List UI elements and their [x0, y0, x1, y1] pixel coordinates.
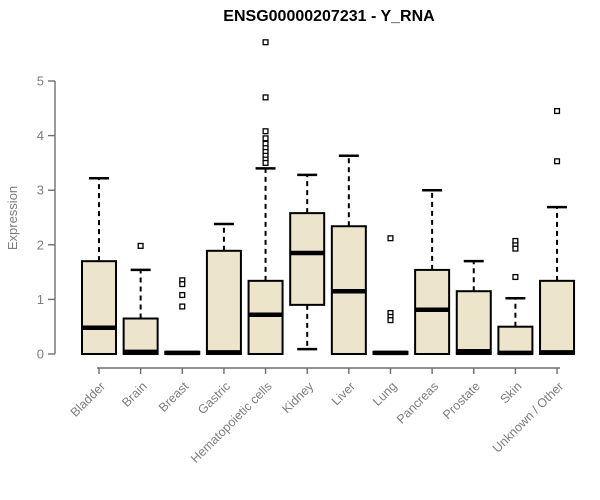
- boxplot-box: [497, 325, 534, 356]
- y-tick-label: 4: [37, 128, 44, 143]
- outlier-point: [262, 39, 269, 46]
- chart-title: ENSG00000207231 - Y_RNA: [223, 8, 435, 25]
- outlier-point: [179, 291, 186, 299]
- y-axis-label: Expression: [5, 186, 20, 250]
- outlier-point: [262, 128, 269, 135]
- outlier-point: [262, 94, 269, 101]
- outlier-point: [553, 158, 561, 165]
- plot-area: 0 1 2 3 4 5 Bladder Brain Breast GastricHematopoi…: [37, 39, 576, 466]
- x-category-label: Lung: [370, 379, 400, 409]
- boxplot-box: [539, 279, 576, 355]
- boxplot-box: [205, 249, 242, 355]
- x-category-label: Hematopoietic cells: [188, 379, 275, 466]
- outlier-point: [387, 235, 394, 242]
- boxplot-box: [289, 212, 326, 306]
- boxplot-box: [81, 260, 117, 355]
- outlier-point: [387, 317, 394, 324]
- outlier-point: [179, 303, 186, 310]
- x-category-label: Prostate: [440, 379, 483, 422]
- y-tick-label: 0: [37, 347, 44, 362]
- x-category-label: Brain: [119, 379, 150, 410]
- outlier-point: [553, 107, 561, 115]
- outlier-point: [262, 159, 269, 166]
- x-category-label: Pancreas: [394, 379, 441, 426]
- boxplot-box: [122, 317, 159, 356]
- boxplot-box: [247, 279, 284, 355]
- outlier-point: [179, 281, 186, 288]
- outlier-point: [512, 273, 519, 281]
- x-category-label: Bladder: [68, 379, 108, 419]
- y-tick-label: 3: [37, 183, 44, 198]
- x-category-label: Liver: [329, 379, 358, 408]
- outlier-point: [137, 242, 144, 249]
- boxplot-box: [455, 290, 492, 355]
- y-tick-label: 1: [37, 292, 44, 307]
- y-tick-label: 2: [37, 237, 44, 252]
- x-category-label: Skin: [497, 379, 524, 406]
- x-category-label: Kidney: [279, 379, 316, 416]
- x-category-label: Gastric: [195, 379, 233, 417]
- x-category-label: Unknown / Other: [490, 379, 566, 455]
- x-category-label: Breast: [156, 379, 192, 415]
- outlier-point: [512, 245, 519, 252]
- y-tick-label: 5: [37, 74, 44, 89]
- outlier-point: [262, 135, 269, 142]
